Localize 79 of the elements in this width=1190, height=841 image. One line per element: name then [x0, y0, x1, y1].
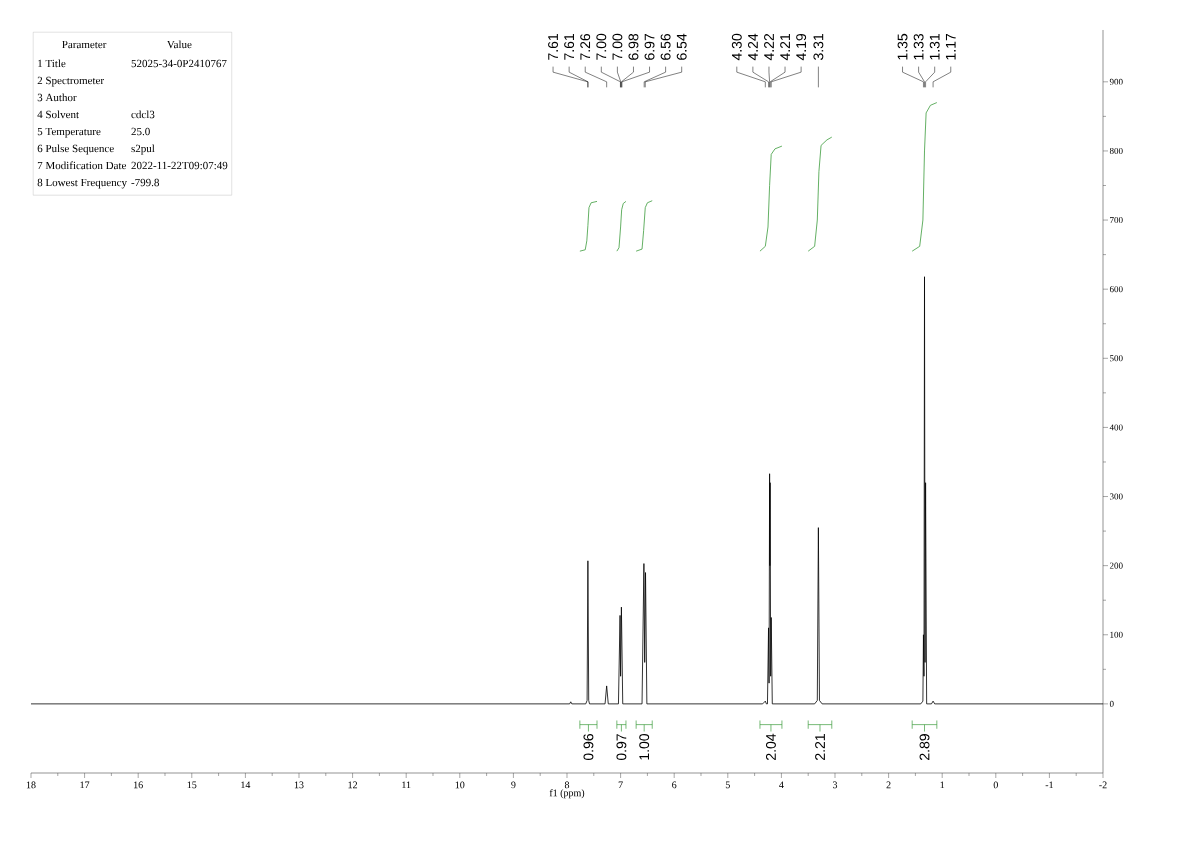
annotation: 2.04 [765, 733, 776, 760]
x-tick-label: 17 [80, 781, 90, 789]
annotation: 7.00 [596, 33, 607, 60]
x-tick-label: 7 [618, 781, 623, 789]
annotation: 0.96 [583, 734, 594, 761]
y-tick-label: 600 [1109, 286, 1123, 293]
x-tick-label: 10 [455, 781, 465, 789]
annotation: 7.26 [580, 33, 591, 60]
x-tick-label: 6 [672, 781, 677, 789]
category-label: 4 Solvent [37, 110, 79, 119]
annotation: Parameter [62, 40, 107, 49]
text: -799.8 [131, 178, 159, 187]
text: cdcl3 [131, 110, 155, 119]
x-tick-label: 2 [886, 781, 891, 789]
category-label: 5 Temperature [37, 127, 101, 138]
category-label: 8 Lowest Frequency [37, 178, 127, 189]
category-label: 6 Pulse Sequence [37, 144, 114, 155]
annotation: 4.24 [747, 33, 758, 61]
category-label: 1 Title [38, 59, 66, 68]
x-tick-label: 15 [187, 781, 197, 789]
annotation: 7.61 [564, 33, 575, 60]
x-tick-label: 9 [511, 781, 516, 789]
y-tick-label: 300 [1109, 493, 1123, 500]
text: 25.0 [131, 127, 150, 136]
x-tick-label: 4 [779, 781, 784, 789]
line-series [807, 136, 833, 252]
annotation: 4.30 [731, 33, 742, 61]
annotation: 4.21 [780, 33, 790, 61]
y-tick-label: 200 [1109, 562, 1123, 569]
annotation: 6.97 [644, 33, 655, 60]
annotation: 4.19 [796, 33, 807, 61]
category-label: 3 Author [37, 93, 77, 102]
annotation: 1.35 [897, 33, 908, 60]
text: 2022-11-22T09:07:49 [131, 161, 228, 170]
annotation: 7.00 [612, 33, 623, 60]
line-series [759, 145, 783, 252]
annotation: 1.33 [913, 33, 924, 60]
y-tick-label: 0 [1109, 700, 1114, 707]
line-series [911, 102, 938, 252]
x-tick-label: 3 [832, 781, 838, 789]
x-tick-label: -1 [1045, 781, 1053, 789]
x-tick-label: 16 [134, 781, 143, 789]
x-axis-title: f1 (ppm) [549, 789, 585, 799]
y-tick-label: 800 [1109, 147, 1123, 154]
y-tick-label: 900 [1109, 78, 1123, 85]
line-series [635, 200, 653, 252]
annotation: 6.56 [660, 33, 671, 60]
annotation: 7.61 [548, 33, 559, 60]
y-tick-label: 100 [1110, 631, 1123, 638]
annotation: 0.97 [616, 734, 627, 761]
annotation: 3.31 [813, 33, 824, 60]
y-tick-label: 700 [1110, 217, 1123, 224]
x-tick-label: 0 [993, 781, 998, 789]
annotation: 1.17 [945, 33, 956, 60]
text: 52025-34-0P2410767 [131, 59, 227, 68]
annotation: Value [166, 40, 192, 49]
annotation: 4.22 [764, 33, 774, 61]
line-series [616, 201, 627, 252]
annotation: 1.31 [929, 33, 940, 60]
x-tick-label: 12 [348, 781, 358, 789]
x-tick-label: 18 [26, 781, 36, 789]
x-tick-label: 8 [564, 781, 570, 789]
x-tick-label: 11 [402, 781, 411, 789]
y-tick-label: 400 [1109, 424, 1123, 431]
category-label: 2 Spectrometer [37, 76, 104, 87]
annotation: 6.98 [628, 33, 639, 60]
x-tick-label: -2 [1099, 781, 1107, 789]
category-label: 7 Modification Date [37, 161, 127, 170]
annotation: 2.21 [815, 734, 825, 760]
x-tick-label: 14 [241, 781, 251, 789]
annotation: 6.54 [676, 33, 687, 60]
y-tick-label: 500 [1110, 355, 1123, 362]
text: s2pul [131, 144, 155, 155]
x-tick-label: 13 [294, 781, 304, 789]
x-tick-label: 5 [725, 781, 730, 789]
x-tick-label: 1 [940, 781, 945, 789]
line-series [579, 201, 598, 252]
annotation: 1.00 [639, 733, 650, 760]
annotation: 2.89 [919, 734, 930, 760]
